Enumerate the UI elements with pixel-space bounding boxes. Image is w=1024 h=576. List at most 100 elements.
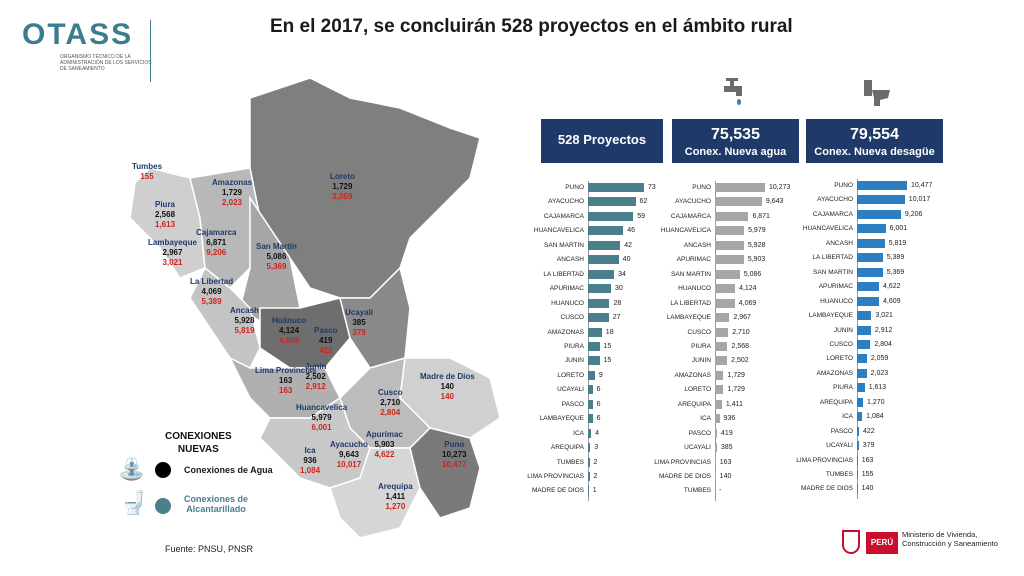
chart-axis — [857, 179, 858, 499]
map-label-apur-mac: Apurímac 5,903 4,622 — [366, 430, 403, 460]
bar-value-label: 6,871 — [752, 212, 770, 220]
bar-value-label: 34 — [618, 270, 626, 278]
map-label-water: 5,979 — [311, 413, 332, 422]
bar — [715, 341, 728, 351]
bar-category-label: CAJAMARCA — [670, 212, 711, 220]
bar — [588, 414, 593, 424]
water-total: 75,535 — [711, 126, 760, 143]
bar — [715, 226, 745, 236]
bar-category-label: CUSCO — [829, 340, 853, 348]
bar — [857, 397, 864, 407]
bar-category-label: ICA — [842, 413, 853, 421]
bar-category-label: JUNIN — [691, 357, 711, 365]
map-label-water: 5,903 — [374, 440, 395, 449]
sewer-total: 79,554 — [850, 126, 899, 143]
map-label-name: Ayacucho — [330, 440, 368, 449]
bar-value-label: 385 — [720, 444, 733, 452]
map-label-water: 5,086 — [266, 252, 287, 261]
bar — [857, 426, 859, 436]
bar-category-label: LAMBAYEQUE — [808, 312, 853, 320]
bar-category-label: AREQUIPA — [550, 444, 584, 452]
map-label-sewer: 1,613 — [155, 220, 176, 229]
map-label-sewer: 3,021 — [162, 258, 183, 267]
bar — [588, 269, 615, 279]
bar-value-label: 2 — [593, 473, 598, 480]
toilet-header-icon — [864, 80, 890, 106]
bar — [857, 282, 880, 292]
bar-value-label: 73 — [648, 184, 656, 191]
bar — [715, 255, 744, 265]
bar — [715, 183, 765, 192]
bar — [588, 211, 634, 221]
map-label-water: 10,273 — [442, 450, 467, 459]
bar-value-label: 2,059 — [870, 355, 889, 363]
peru-map — [129, 77, 501, 539]
bar — [857, 339, 871, 349]
map-label-water: 385 — [352, 318, 366, 327]
bar-category-label: AMAZONAS — [674, 371, 711, 379]
bar-category-label: PASCO — [830, 427, 853, 435]
bar-value-label: 42 — [624, 241, 633, 249]
toilet-icon: 🚽 — [120, 490, 148, 515]
bar-category-label: MADRE DE DIOS — [800, 485, 853, 493]
bar — [857, 368, 867, 378]
bar-value-label: 3,021 — [875, 312, 893, 320]
bar — [715, 197, 762, 207]
bar — [715, 327, 729, 337]
map-label-water: 1,729 — [221, 188, 243, 197]
bar-category-label: AMAZONAS — [547, 328, 584, 336]
legend-water-dot — [155, 462, 171, 478]
peru-shield-icon — [842, 530, 860, 554]
map-label-sewer: 2,912 — [305, 382, 326, 391]
bar-category-label: LORETO — [684, 386, 711, 394]
map-label-cusco: Cusco 2,710 2,804 — [378, 388, 402, 418]
bar-value-label: 10,477 — [911, 182, 933, 189]
bar — [588, 327, 602, 337]
map-label-water: 2,710 — [380, 398, 401, 407]
bar — [588, 370, 595, 380]
sewer-label: Conex. Nueva desagüe — [814, 146, 935, 158]
bar-value-label: 5,819 — [888, 239, 907, 247]
bar-category-label: PUNO — [834, 182, 853, 189]
logo-divider — [150, 20, 151, 82]
map-label-water: 6,871 — [206, 238, 227, 247]
bar — [715, 269, 740, 279]
bar — [715, 472, 716, 481]
bar-category-label: ANCASH — [556, 256, 584, 264]
bar-value-label: 46 — [627, 227, 636, 235]
bar-value-label: 15 — [603, 342, 612, 350]
map-label-sewer: 10,017 — [336, 460, 362, 469]
map-label-sewer: 155 — [140, 172, 154, 181]
map-label-sewer: 140 — [440, 392, 455, 401]
bar-value-label: 379 — [862, 442, 875, 450]
map-label-name: Apurímac — [366, 430, 403, 439]
bar-category-label: JUNIN — [833, 326, 853, 334]
otass-logo-subtitle: Organismo Técnico de la Administración d… — [60, 54, 152, 72]
bar-value-label: 1,084 — [866, 413, 884, 421]
bar-category-label: CAJAMARCA — [812, 210, 853, 218]
bar — [715, 370, 724, 380]
map-label-water: 419 — [319, 336, 333, 345]
bar — [715, 356, 728, 366]
bar-category-label: JUNIN — [564, 357, 584, 365]
bar-category-label: HUANCAVELICA — [533, 227, 584, 235]
bar-category-label: CAJAMARCA — [543, 212, 584, 220]
map-label-sewer: 5,369 — [266, 262, 287, 271]
map-label-name: Ancash — [230, 306, 259, 315]
map-label-sewer: 9,206 — [206, 248, 227, 257]
bar-value-label: 140 — [861, 485, 874, 493]
bar-value-label: 419 — [721, 429, 733, 437]
map-label-water: 9,643 — [338, 450, 359, 459]
bar-value-label: 936 — [723, 415, 736, 423]
legend-title-line2: NUEVAS — [177, 444, 219, 455]
map-label-name: Piura — [155, 200, 176, 209]
bar — [715, 313, 730, 323]
map-label-name: Amazonas — [212, 178, 253, 187]
bar — [588, 356, 600, 366]
bar-value-label: 5,389 — [886, 254, 905, 262]
bar-value-label: 15 — [603, 357, 612, 365]
bar-value-label: 5,903 — [747, 256, 766, 264]
bar-value-label: 6 — [596, 415, 601, 423]
bar-value-label: 163 — [861, 456, 874, 464]
map-label-sewer: 10,477 — [442, 460, 467, 469]
